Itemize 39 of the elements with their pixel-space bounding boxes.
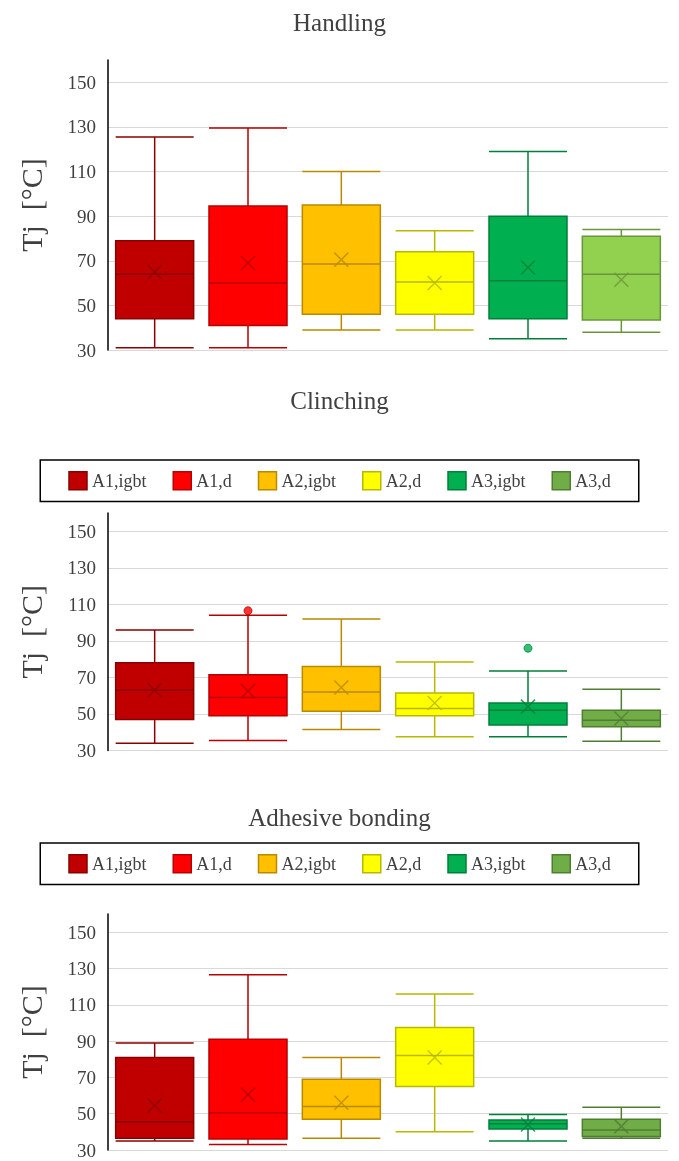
y-tick-label: 130 <box>67 557 96 579</box>
legend-label: A2,d <box>385 470 422 491</box>
legend-label: A3,d <box>575 470 611 491</box>
chart-title: Handling <box>292 9 387 36</box>
y-tick-label: 130 <box>67 957 96 979</box>
y-tick-label: 90 <box>77 630 96 652</box>
y-tick-label: 150 <box>67 921 96 943</box>
legend-label: A2,igbt <box>281 853 337 874</box>
chart-title: Adhesive bonding <box>248 804 432 831</box>
y-tick-label: 90 <box>77 1030 96 1052</box>
y-tick-label: 130 <box>67 116 96 138</box>
y-axis-title: Tj [°C] <box>14 158 48 252</box>
y-tick-label: 110 <box>68 161 96 183</box>
y-tick-label: 150 <box>67 71 96 93</box>
y-tick-label: 70 <box>77 250 96 272</box>
legend-label: A1,d <box>196 853 232 874</box>
y-tick-label: 150 <box>67 520 96 542</box>
legend-label: A2,igbt <box>281 470 337 491</box>
y-tick-label: 50 <box>77 294 96 316</box>
legend-label: A3,d <box>575 853 611 874</box>
legend-label: A3,igbt <box>471 470 526 491</box>
y-tick-label: 30 <box>77 740 96 761</box>
y-tick-label: 110 <box>68 994 96 1016</box>
y-tick-label: 70 <box>77 666 96 688</box>
y-tick-label: 50 <box>77 703 96 725</box>
y-tick-label: 110 <box>68 593 96 615</box>
y-tick-label: 50 <box>77 1103 96 1125</box>
legend-label: A3,igbt <box>471 853 526 874</box>
legend-label: A2,d <box>385 853 422 874</box>
y-axis-title: Tj [°C] <box>14 584 48 679</box>
y-tick-label: 70 <box>77 1066 96 1088</box>
y-tick-label: 30 <box>77 1139 96 1161</box>
y-tick-label: 30 <box>77 339 96 361</box>
legend-label: A1,igbt <box>92 853 147 874</box>
chart-title: Clinching <box>290 387 390 414</box>
y-tick-label: 90 <box>77 205 96 227</box>
legend-label: A1,d <box>196 470 232 491</box>
legend-label: A1,igbt <box>92 470 147 491</box>
y-axis-title: Tj [°C] <box>14 985 48 1079</box>
